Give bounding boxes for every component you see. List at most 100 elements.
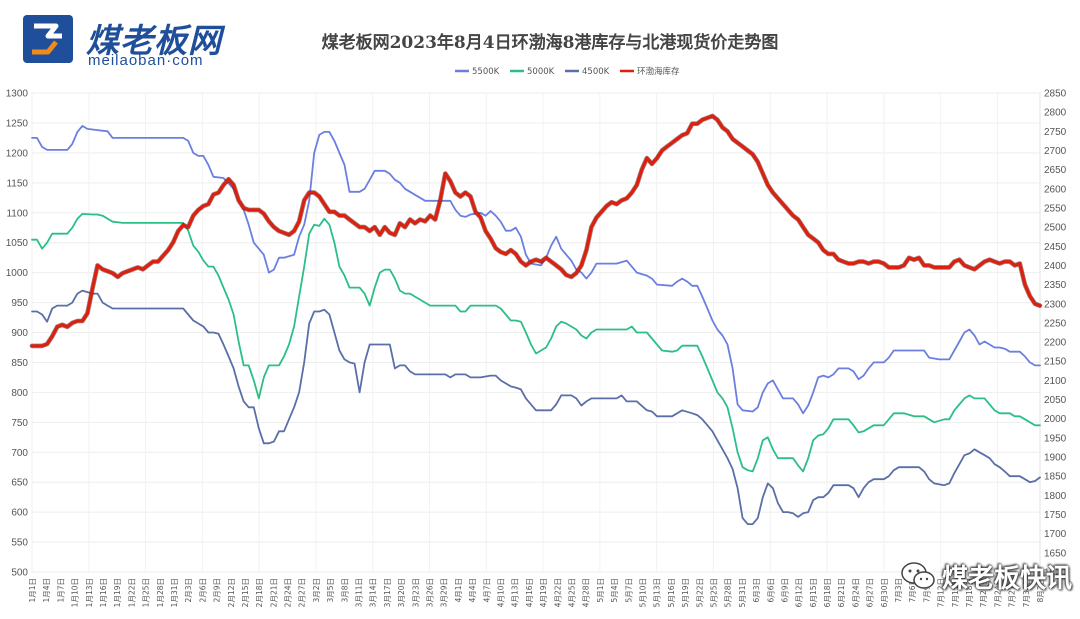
legend-label: 4500K — [582, 67, 610, 77]
right-tick-label: 1850 — [1044, 472, 1067, 483]
right-tick-label: 1700 — [1044, 529, 1067, 540]
left-tick-label: 650 — [11, 478, 28, 489]
right-tick-label: 1900 — [1044, 453, 1067, 464]
x-tick-label: 1月4日 — [42, 578, 51, 603]
x-tick-label: 5月1日 — [596, 578, 605, 603]
x-tick-label: 3月26日 — [426, 578, 435, 607]
x-tick-label: 6月21日 — [837, 578, 846, 607]
x-tick-label: 1月19日 — [113, 578, 122, 607]
x-tick-label: 7月15日 — [951, 578, 960, 607]
x-tick-label: 2月6日 — [198, 578, 207, 603]
x-tick-label: 1月31日 — [170, 578, 179, 607]
chart-title: 煤老板网2023年8月4日环渤海8港库存与北港现货价走势图 — [321, 33, 779, 53]
x-tick-label: 7月9日 — [922, 578, 931, 603]
left-tick-label: 1200 — [6, 148, 29, 159]
x-tick-label: 6月12日 — [795, 578, 804, 607]
left-tick-label: 900 — [11, 328, 28, 339]
x-tick-label: 2月24日 — [284, 578, 293, 607]
x-tick-label: 1月28日 — [156, 578, 165, 607]
x-tick-label: 5月16日 — [667, 578, 676, 607]
right-tick-label: 2300 — [1044, 299, 1067, 310]
x-tick-label: 2月12日 — [227, 578, 236, 607]
right-tick-label: 2400 — [1044, 261, 1067, 272]
left-tick-label: 800 — [11, 388, 28, 399]
left-tick-label: 500 — [11, 568, 28, 579]
right-tick-label: 1750 — [1044, 510, 1067, 521]
wechat-icon — [901, 562, 935, 589]
x-tick-label: 4月10日 — [497, 578, 506, 607]
left-tick-label: 950 — [11, 298, 28, 309]
x-tick-label: 7月18日 — [965, 578, 974, 607]
brand-url: meilaoban·com — [88, 52, 204, 69]
x-tick-label: 1月13日 — [85, 578, 94, 607]
x-tick-label: 3月14日 — [369, 578, 378, 607]
x-tick-label: 3月29日 — [440, 578, 449, 607]
x-tick-label: 6月3日 — [752, 578, 761, 603]
left-tick-label: 1300 — [6, 89, 29, 100]
x-tick-label: 5月31日 — [738, 578, 747, 607]
right-tick-label: 2800 — [1044, 108, 1067, 119]
series-line-5000k — [31, 213, 1041, 473]
brand-logo: 煤老板网 meilaoban·com — [16, 12, 266, 69]
series-line-shadow — [29, 113, 1043, 349]
x-tick-label: 4月19日 — [539, 578, 548, 607]
right-tick-label: 2100 — [1044, 376, 1067, 387]
x-tick-label: 2月18日 — [255, 578, 264, 607]
x-tick-label: 2月27日 — [298, 578, 307, 607]
right-tick-label: 2850 — [1044, 89, 1067, 100]
x-tick-label: 2月3日 — [184, 578, 193, 603]
x-tick-label: 7月21日 — [979, 578, 988, 607]
x-tick-label: 3月11日 — [355, 578, 364, 607]
x-tick-label: 8月2日 — [1036, 578, 1045, 603]
right-tick-label: 2600 — [1044, 184, 1067, 195]
x-tick-label: 3月17日 — [383, 578, 392, 607]
left-tick-label: 1050 — [6, 238, 29, 249]
x-tick-label: 7月30日 — [1022, 578, 1031, 607]
left-axis: 500 550 600 650 700 750 800 850 900 950 1000 1050 11… — [6, 89, 29, 579]
right-tick-label: 2750 — [1044, 127, 1067, 138]
series-line-5500k — [31, 125, 1041, 415]
x-tick-label: 6月9日 — [780, 578, 789, 603]
right-tick-label: 2450 — [1044, 242, 1067, 253]
x-tick-label: 5月22日 — [695, 578, 704, 607]
x-tick-label: 4月28日 — [582, 578, 591, 607]
legend-label: 5500K — [472, 67, 500, 77]
left-tick-label: 600 — [11, 508, 28, 519]
x-tick-label: 5月4日 — [610, 578, 619, 603]
x-tick-label: 2月9日 — [213, 578, 222, 603]
x-tick-label: 3月20日 — [397, 578, 406, 607]
x-tick-label: 4月13日 — [511, 578, 520, 607]
x-tick-label: 5月7日 — [624, 578, 633, 603]
x-tick-label: 3月5日 — [326, 578, 335, 603]
left-tick-label: 750 — [11, 418, 28, 429]
legend-label: 环渤海库存 — [637, 66, 680, 77]
right-tick-label: 1800 — [1044, 491, 1067, 502]
right-tick-label: 2250 — [1044, 318, 1067, 329]
right-tick-label: 1950 — [1044, 433, 1067, 444]
x-tick-label: 4月22日 — [553, 578, 562, 607]
left-tick-label: 550 — [11, 538, 28, 549]
x-tick-label: 6月24日 — [851, 578, 860, 607]
x-tick-label: 5月19日 — [681, 578, 690, 607]
series-line-inventory — [30, 114, 1042, 348]
x-tick-label: 7月27日 — [1008, 578, 1017, 607]
brand-name: 煤老板网 — [86, 21, 222, 60]
x-tick-label: 1月25日 — [142, 578, 151, 607]
left-tick-label: 1100 — [6, 208, 28, 219]
right-tick-label: 1650 — [1044, 548, 1067, 559]
legend-label: 5000K — [527, 67, 555, 77]
x-tick-label: 1月16日 — [99, 578, 108, 607]
x-tick-label: 7月6日 — [908, 578, 917, 603]
x-tick-label: 6月30日 — [880, 578, 889, 607]
x-tick-label: 4月4日 — [468, 578, 477, 603]
x-tick-label: 4月1日 — [454, 578, 463, 603]
logo-mark-icon — [23, 15, 73, 63]
x-tick-label: 3月8日 — [340, 578, 349, 603]
right-tick-label: 2050 — [1044, 395, 1067, 406]
series-line-4500k — [31, 289, 1041, 525]
right-tick-label: 2200 — [1044, 338, 1067, 349]
right-tick-label: 2700 — [1044, 146, 1067, 157]
x-tick-label: 7月12日 — [937, 578, 946, 607]
x-axis: 1月1日 1月4日 1月7日 1月10日 1月13日 1月16日 1月19日 1月22日 1月2… — [28, 578, 1045, 607]
